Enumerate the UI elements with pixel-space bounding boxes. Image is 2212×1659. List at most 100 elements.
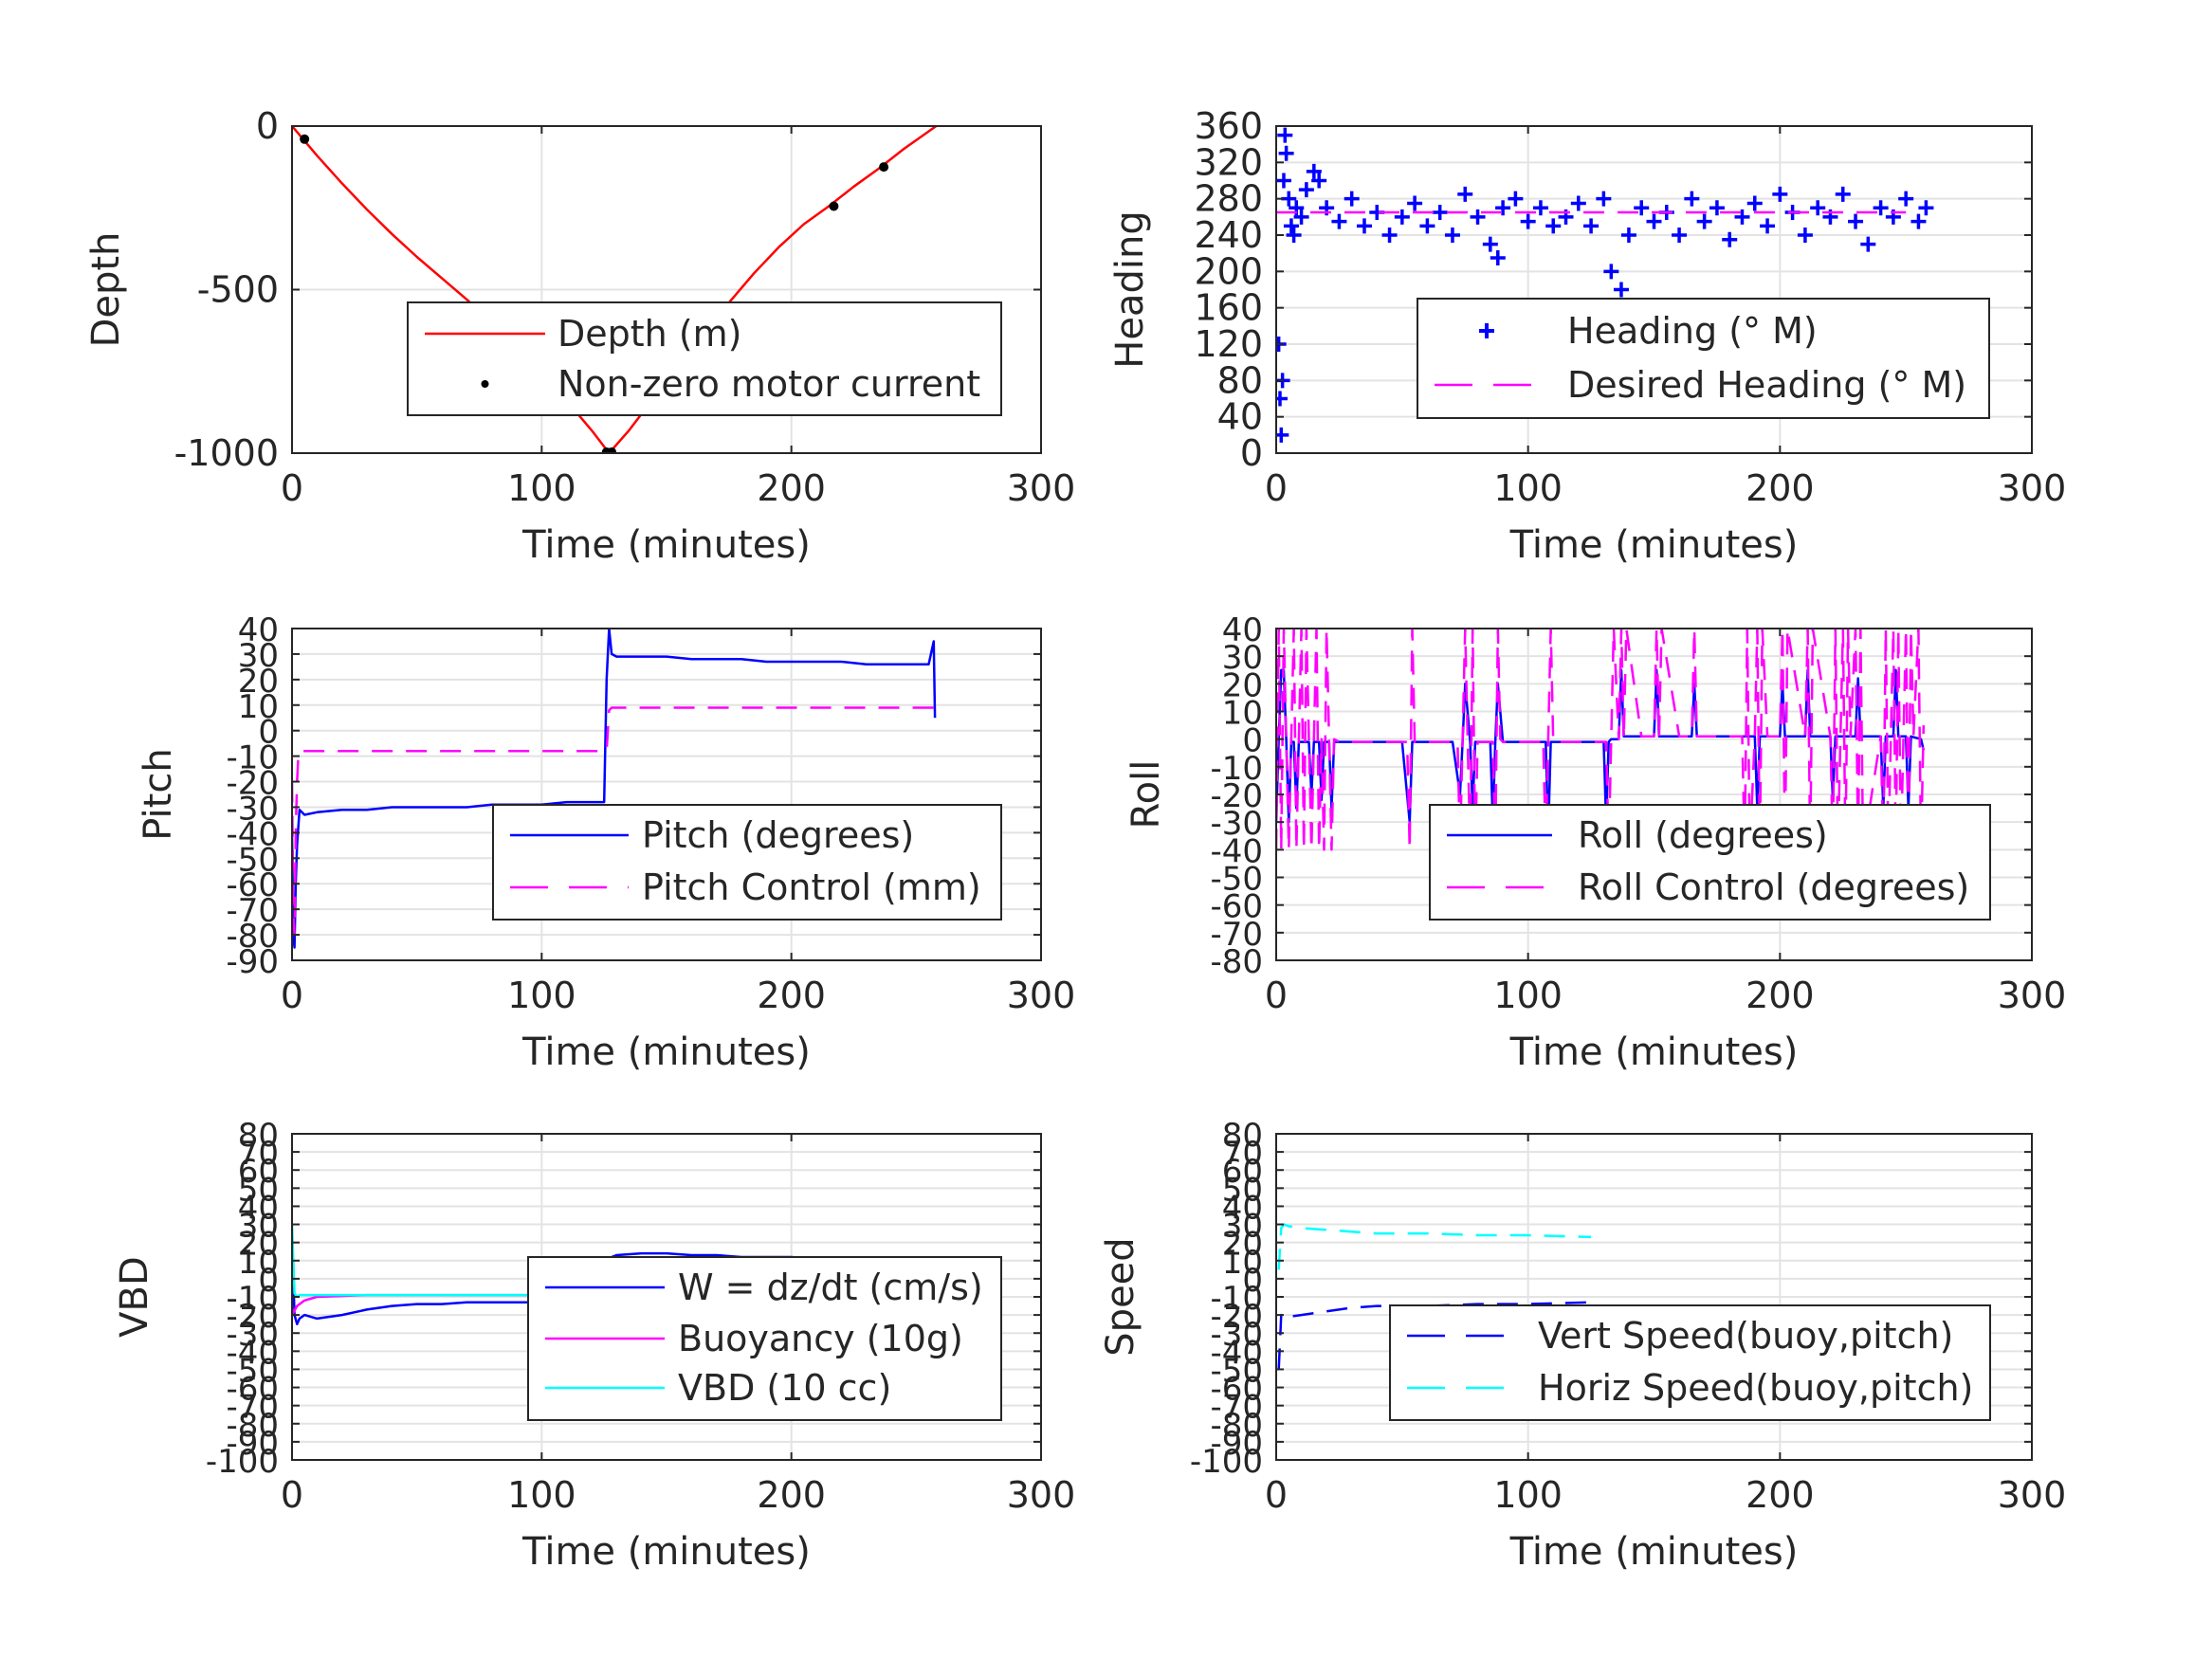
speed-xlabel: Time (minutes) — [1509, 1530, 1799, 1574]
pitch-ylabel: Pitch — [137, 748, 180, 840]
roll-legend: Roll (degrees) Roll Control (degrees) — [1429, 804, 1991, 921]
pitch-ytick-label-8: -10 — [226, 739, 279, 777]
pitch-ytick-label-11: 20 — [238, 663, 279, 701]
speed-panel: 0 100 200 300-100-90-80-70-60-50-40-30-20-1… — [1099, 1117, 2066, 1574]
heading-series-0-point-36 — [1570, 195, 1586, 211]
heading-series-0-point-52 — [1746, 195, 1763, 211]
heading-ytick-label-1: 40 — [1217, 396, 1263, 438]
depth-ytick-label-2: 0 — [256, 105, 279, 147]
heading-ytick-label-7: 280 — [1194, 178, 1263, 220]
speed-ticks: 0 100 200 300-100-90-80-70-60-50-40-30-20-1… — [1190, 1117, 2066, 1516]
heading-series-0-point-65 — [1910, 213, 1927, 229]
depth-series-1-point-4 — [829, 201, 839, 211]
depth-xtick-label-2: 200 — [757, 467, 826, 509]
depth-series-1-point-3 — [607, 447, 617, 453]
vbd-xlabel: Time (minutes) — [521, 1530, 811, 1574]
pitch-ytick-label-4: -50 — [226, 841, 279, 879]
heading-series-0-point-34 — [1545, 218, 1562, 234]
vbd-ytick-label-4: -60 — [226, 1371, 279, 1409]
heading-series-0-point-37 — [1583, 218, 1600, 234]
pitch-legend-label-0: Pitch (degrees) — [642, 814, 914, 856]
depth-xtick-label-0: 0 — [281, 467, 303, 509]
pitch-series-0-line — [292, 629, 937, 949]
depth-series-0-line — [292, 126, 938, 453]
heading-series-0-point-47 — [1684, 191, 1700, 207]
speed-ytick-label-9: -10 — [1210, 1280, 1263, 1318]
speed-series-0-line — [1277, 1301, 1592, 1370]
heading-series-0-point-11 — [1293, 209, 1309, 225]
speed-ytick-label-3: -70 — [1210, 1389, 1263, 1427]
heading-series-0-point-29 — [1490, 249, 1506, 265]
speed-ytick-label-6: -40 — [1210, 1334, 1263, 1372]
heading-series-0-point-43 — [1634, 200, 1650, 216]
roll-xtick-label-3: 300 — [1998, 975, 2067, 1016]
vbd-ytick-label-18: 80 — [238, 1117, 279, 1155]
roll-ytick-label-0: -80 — [1210, 943, 1263, 981]
heading-xtick-label-3: 300 — [1998, 467, 2067, 509]
depth-series-layer — [292, 126, 938, 453]
heading-series-0-point-56 — [1797, 228, 1813, 243]
depth-series-1-point-0 — [300, 134, 310, 144]
heading-series-0-point-28 — [1482, 236, 1498, 252]
vbd-ytick-label-2: -80 — [226, 1407, 279, 1445]
roll-xtick-label-1: 100 — [1493, 975, 1563, 1016]
speed-ylabel: Speed — [1099, 1237, 1143, 1356]
pitch-ytick-label-2: -70 — [226, 892, 279, 930]
heading-series-0-point-33 — [1532, 200, 1548, 216]
vbd-legend: W = dz/dt (cm/s) Buoyancy (10g) VBD (10 … — [527, 1256, 1002, 1421]
roll-legend-label-1: Roll Control (degrees) — [1578, 866, 1969, 908]
heading-ytick-label-6: 240 — [1194, 214, 1263, 256]
vbd-xtick-label-1: 100 — [507, 1474, 576, 1516]
heading-series-0-point-1 — [1276, 391, 1288, 407]
speed-ytick-label-16: 60 — [1222, 1153, 1263, 1191]
speed-xtick-label-1: 100 — [1493, 1474, 1563, 1516]
roll-ytick-label-6: -20 — [1210, 777, 1263, 815]
depth-ylabel: Depth — [84, 232, 128, 348]
heading-series-0-point-38 — [1596, 191, 1612, 207]
depth-legend: Depth (m) Non-zero motor current — [407, 301, 1002, 416]
speed-ytick-label-4: -60 — [1210, 1371, 1263, 1409]
heading-xlabel: Time (minutes) — [1509, 523, 1799, 567]
heading-series-0-point-61 — [1860, 236, 1876, 252]
vbd-ytick-label-15: 50 — [238, 1171, 279, 1209]
speed-ytick-label-2: -80 — [1210, 1407, 1263, 1445]
pitch-panel: 0 100 200 300-90-80-70-60-50-40-30-20-10010… — [137, 611, 1075, 1074]
roll-legend-box — [1429, 804, 1991, 921]
vbd-ytick-label-8: -20 — [226, 1298, 279, 1336]
heading-series-0-point-54 — [1772, 186, 1788, 202]
heading-series-0-point-48 — [1696, 213, 1712, 229]
roll-series-layer — [1276, 629, 1926, 851]
heading-series-0-point-8 — [1283, 218, 1299, 234]
pitch-ytick-label-12: 30 — [238, 637, 279, 675]
roll-ytick-label-7: -10 — [1210, 750, 1263, 788]
depth-legend-symbol-1 — [481, 380, 489, 388]
pitch-xtick-label-2: 200 — [757, 975, 826, 1016]
roll-ytick-label-3: -50 — [1210, 861, 1263, 899]
speed-legend-box — [1389, 1304, 1991, 1421]
speed-legend-label-1: Horiz Speed(buoy,pitch) — [1538, 1367, 1973, 1409]
speed-xtick-label-2: 200 — [1746, 1474, 1815, 1516]
pitch-axes-frame — [291, 628, 1042, 961]
vbd-legend-box — [527, 1256, 1002, 1421]
heading-legend-box — [1417, 298, 1990, 419]
heading-series-0-point-53 — [1760, 218, 1776, 234]
speed-ytick-label-12: 20 — [1222, 1226, 1263, 1264]
speed-ytick-label-15: 50 — [1222, 1171, 1263, 1209]
heading-series-0-point-66 — [1918, 200, 1934, 216]
speed-xtick-label-3: 300 — [1998, 1474, 2067, 1516]
speed-legend: Vert Speed(buoy,pitch) Horiz Speed(buoy,… — [1389, 1304, 1991, 1421]
roll-xtick-label-2: 200 — [1746, 975, 1815, 1016]
heading-series-0-point-42 — [1620, 228, 1636, 243]
heading-series-0-point-30 — [1495, 200, 1511, 216]
speed-ytick-label-8: -20 — [1210, 1298, 1263, 1336]
pitch-ytick-label-10: 10 — [238, 688, 279, 726]
heading-ytick-label-5: 200 — [1194, 250, 1263, 292]
heading-series-0-point-60 — [1848, 213, 1864, 229]
roll-ytick-label-12: 40 — [1222, 611, 1263, 649]
heading-series-0-point-31 — [1508, 191, 1524, 207]
heading-ytick-label-4: 160 — [1194, 287, 1263, 329]
heading-series-0-point-9 — [1286, 228, 1302, 243]
pitch-xlabel: Time (minutes) — [521, 1030, 811, 1074]
heading-series-0-point-25 — [1444, 228, 1460, 243]
